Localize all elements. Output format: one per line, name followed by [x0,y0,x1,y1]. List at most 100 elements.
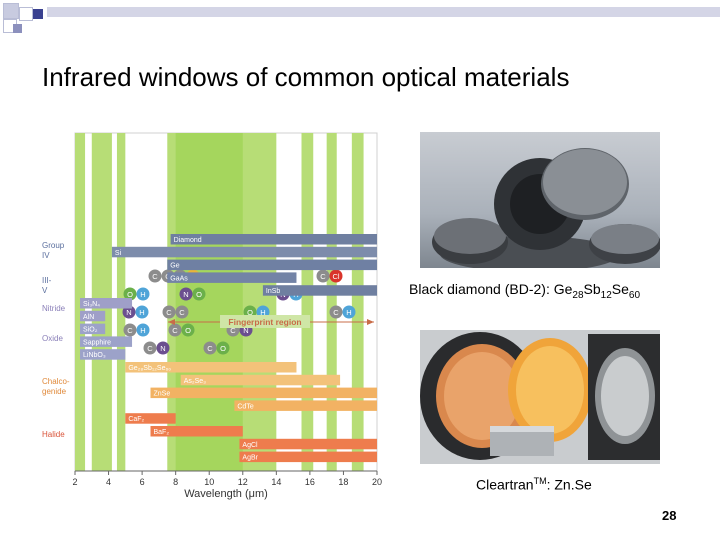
transmission-band [326,133,337,471]
material-bar [80,336,133,347]
atom-label: C [179,308,185,317]
atom-label: O [185,326,191,335]
group-label: Group [42,241,65,250]
atom-label: N [126,308,131,317]
x-tick-label: 2 [72,477,77,487]
material-label: InSb [266,288,281,295]
ir-window-chart: CCCSOHNONHCCCHCOCNCOOHCNNHCClCH DiamondS… [42,132,382,500]
page-number: 28 [662,508,677,523]
material-bar [111,246,378,258]
atom-label: N [243,326,248,335]
transmission-band [351,133,364,471]
material-label: Si [115,250,122,257]
atom-label: H [346,308,351,317]
x-tick-label: 16 [305,477,315,487]
atom-circle [181,323,195,337]
atom-label: O [220,344,226,353]
material-label: Si₃N₄ [83,301,100,308]
atom-label: N [160,344,165,353]
atom-circle [156,341,170,355]
material-label: AgBr [242,455,258,462]
atom-label: C [127,326,133,335]
atom-label: C [230,326,236,335]
atom-circle [168,323,182,337]
group-label: IV [42,251,50,260]
x-tick-label: 4 [106,477,111,487]
slide-title: Infrared windows of common optical mater… [42,62,570,92]
atom-label: H [140,326,145,335]
atom-circle [329,269,343,283]
material-label: As₂Se₃ [184,378,206,385]
material-label: GaAs [170,275,188,282]
material-label: ZnSe [154,391,171,398]
atom-circle [216,341,230,355]
atom-circle [316,269,330,283]
atom-label: C [333,308,339,317]
material-label: LiNbO₃ [83,352,106,359]
atom-label: C [166,308,172,317]
atom-circle [148,269,162,283]
material-label: Sapphire [83,339,111,346]
group-label: Halide [42,430,65,439]
fingerprint-label: Fingerprint region [228,317,301,327]
material-bar [239,438,377,450]
material-label: Ge [170,263,179,270]
atom-label: C [207,344,213,353]
atom-circle [162,305,176,319]
atom-circle [179,287,193,301]
group-label: Chalco- [42,377,70,386]
group-label: Oxide [42,334,63,343]
transmission-band [301,133,314,471]
corner-decoration [0,0,60,40]
atom-label: O [247,308,253,317]
material-bar [262,285,377,296]
material-bar [170,234,377,245]
group-label: genide [42,387,67,396]
atom-circle [175,305,189,319]
atom-label: H [139,308,144,317]
atom-label: O [127,290,133,299]
material-bar [80,310,106,322]
x-tick-label: 8 [173,477,178,487]
black-diamond-photo [420,132,660,268]
material-label: AgCl [242,442,258,449]
material-bar [125,362,297,373]
atom-label: N [183,290,188,299]
x-tick-label: 12 [238,477,248,487]
x-tick-label: 14 [271,477,281,487]
fingerprint-arrow-right [367,319,374,325]
atom-label: H [260,308,265,317]
material-bar [80,323,106,335]
group-label: III- [42,276,52,285]
atom-label: O [196,290,202,299]
atom-circle [123,287,137,301]
group-label: Nitride [42,304,66,313]
material-bar [80,349,126,360]
atom-label: C [320,272,326,281]
atom-label: Cl [332,272,339,281]
material-bar [80,298,133,309]
cleartran-photo [420,330,660,464]
atom-circle [136,287,150,301]
atom-label: C [172,326,178,335]
material-label: Ge₂₈Sb₁₂Se₆₀ [128,365,171,372]
atom-circle [135,305,149,319]
atom-circle [329,305,343,319]
material-label: SiO₂ [83,327,98,334]
atom-circle [123,323,137,337]
material-label: AlN [83,314,94,321]
material-bar [234,400,377,411]
atom-label: H [140,290,145,299]
x-tick-label: 10 [204,477,214,487]
atom-label: C [152,272,158,281]
x-tick-label: 6 [140,477,145,487]
atom-circle [192,287,206,301]
